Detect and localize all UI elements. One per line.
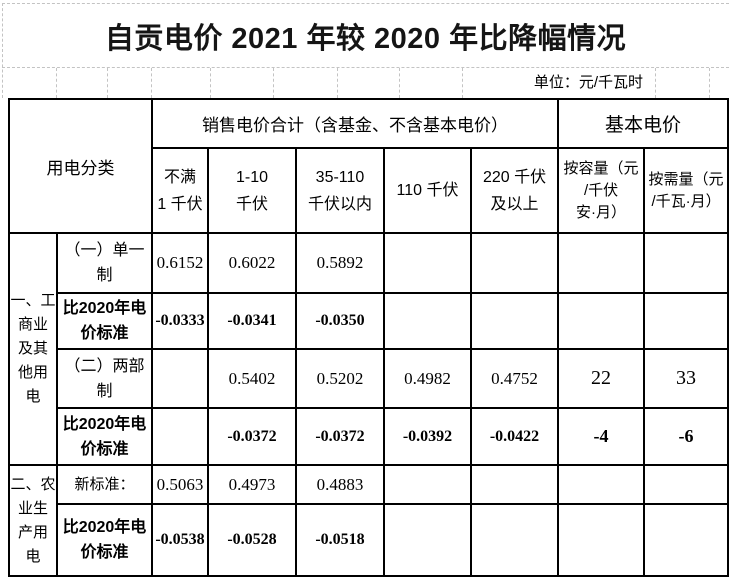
delta-cell: -6: [643, 407, 730, 466]
delta-cell: -0.0422: [469, 407, 560, 466]
price-table: 用电分类 销售电价合计（含基金、不含基本电价） 基本电价 不满 1 千伏 1-1…: [8, 98, 730, 577]
header-basic-price: 基本电价: [557, 98, 730, 149]
delta-cell: -0.0341: [207, 292, 297, 350]
price-cell: [643, 464, 730, 505]
price-cell: 22: [557, 348, 646, 409]
price-cell: [643, 232, 730, 294]
gridline: [462, 68, 463, 98]
col-header-by-demand: 按需量（元 /千瓦·月）: [643, 147, 730, 234]
price-cell: [151, 348, 209, 409]
delta-cell: -0.0372: [295, 407, 385, 466]
col-header-110kv: 110 千伏: [383, 147, 472, 234]
gridline: [337, 68, 338, 98]
price-cell: 0.5892: [295, 232, 385, 294]
delta-cell: -0.0538: [151, 503, 209, 577]
delta-cell: -0.0518: [295, 503, 385, 577]
group-label-agriculture: 二、农 业生 产用 电: [8, 464, 58, 577]
col-header-35-110kv: 35-110 千伏以内: [295, 147, 385, 234]
delta-cell: [643, 292, 730, 350]
gridline: [655, 68, 656, 98]
price-cell: [469, 464, 560, 505]
price-cell: 0.5063: [151, 464, 209, 505]
delta-cell: -0.0333: [151, 292, 209, 350]
unit-note: 单位：元/千瓦时: [533, 74, 643, 91]
gridline: [2, 3, 3, 98]
delta-cell: -0.0372: [207, 407, 297, 466]
gridline: [399, 68, 400, 98]
row-label-single-system: （一）单一 制: [56, 232, 153, 294]
delta-cell: [557, 503, 646, 577]
price-cell: [469, 232, 560, 294]
gridline: [56, 68, 57, 98]
gridline: [107, 68, 108, 98]
gridline: [273, 68, 274, 98]
price-cell: 0.4973: [207, 464, 297, 505]
price-cell: 0.5402: [207, 348, 297, 409]
header-category: 用电分类: [8, 98, 153, 234]
page-title: 自贡电价 2021 年较 2020 年比降幅情况: [104, 23, 627, 55]
price-cell: 0.6152: [151, 232, 209, 294]
header-sales-price: 销售电价合计（含基金、不含基本电价）: [150, 98, 560, 149]
price-cell: [383, 464, 472, 505]
gridline: [2, 3, 729, 4]
price-cell: 0.4883: [295, 464, 385, 505]
price-cell: [557, 232, 646, 294]
gridline: [2, 67, 729, 68]
price-cell: 0.4752: [469, 348, 560, 409]
col-header-by-capacity: 按容量（元 /千伏 安·月）: [557, 147, 646, 234]
gridline: [151, 68, 152, 98]
col-header-220kv-up: 220 千伏 及以上: [469, 147, 560, 234]
delta-cell: [151, 407, 209, 466]
gridline: [210, 68, 211, 98]
delta-cell: [557, 292, 646, 350]
row-label-vs-2020: 比2020年电 价标准: [56, 407, 153, 466]
price-cell: 33: [643, 348, 730, 409]
row-label-vs-2020: 比2020年电 价标准: [56, 503, 153, 577]
delta-cell: [383, 503, 472, 577]
delta-cell: -0.0528: [207, 503, 297, 577]
delta-cell: -4: [557, 407, 646, 466]
delta-cell: [643, 503, 730, 577]
price-cell: 0.4982: [383, 348, 472, 409]
col-header-under-1kv: 不满 1 千伏: [151, 147, 209, 234]
delta-cell: -0.0392: [383, 407, 472, 466]
price-cell: [557, 464, 646, 505]
delta-cell: [469, 292, 560, 350]
row-label-vs-2020: 比2020年电 价标准: [56, 292, 153, 350]
group-label-industry-commerce: 一、工 商业 及其 他用 电: [8, 232, 58, 466]
delta-cell: [469, 503, 560, 577]
delta-cell: -0.0350: [295, 292, 385, 350]
price-cell: 0.6022: [207, 232, 297, 294]
price-cell: 0.5202: [295, 348, 385, 409]
delta-cell: [383, 292, 472, 350]
row-label-two-part-system: （二）两部 制: [56, 348, 153, 409]
row-label-new-standard: 新标准：: [56, 464, 153, 505]
gridline: [709, 68, 710, 98]
price-cell: [383, 232, 472, 294]
col-header-1-10kv: 1-10 千伏: [207, 147, 297, 234]
